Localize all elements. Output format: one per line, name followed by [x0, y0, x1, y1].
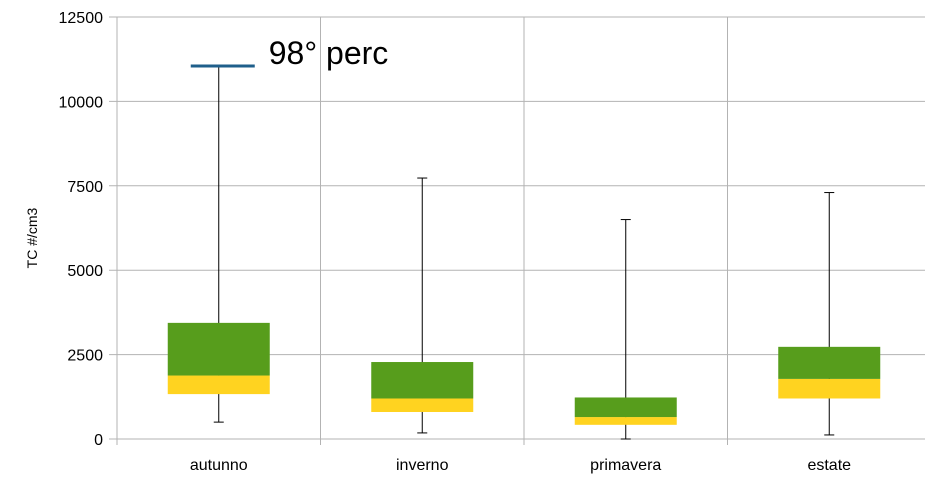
box-upper-quartile: [778, 346, 881, 379]
x-category-label: estate: [807, 457, 851, 474]
box-layer: [167, 65, 881, 440]
box-lower-quartile: [371, 398, 474, 412]
y-tick-label: 2500: [67, 348, 103, 365]
box-upper-quartile: [371, 362, 474, 399]
label-layer: 0 2500 5000 7500 10000 12500 autunno inverno pri…: [59, 10, 852, 474]
y-tick-label: 5000: [67, 263, 103, 280]
x-category-label: autunno: [190, 457, 248, 474]
x-category-label: inverno: [396, 457, 449, 474]
x-category-label: primavera: [590, 457, 661, 474]
y-tick-label: 12500: [59, 10, 104, 27]
y-axis-title: TC #/cm3: [24, 207, 40, 268]
y-tick-label: 10000: [59, 94, 104, 111]
box-lower-quartile: [778, 378, 881, 399]
box-lower-quartile: [574, 417, 677, 425]
y-tick-label: 0: [94, 432, 103, 449]
box-upper-quartile: [574, 397, 677, 418]
annotation-98-percentile-label: 98° perc: [269, 35, 389, 71]
box-upper-quartile: [167, 322, 270, 376]
y-tick-label: 7500: [67, 179, 103, 196]
annotation-98-percentile: 98° perc: [190, 35, 389, 71]
box-lower-quartile: [167, 375, 270, 395]
